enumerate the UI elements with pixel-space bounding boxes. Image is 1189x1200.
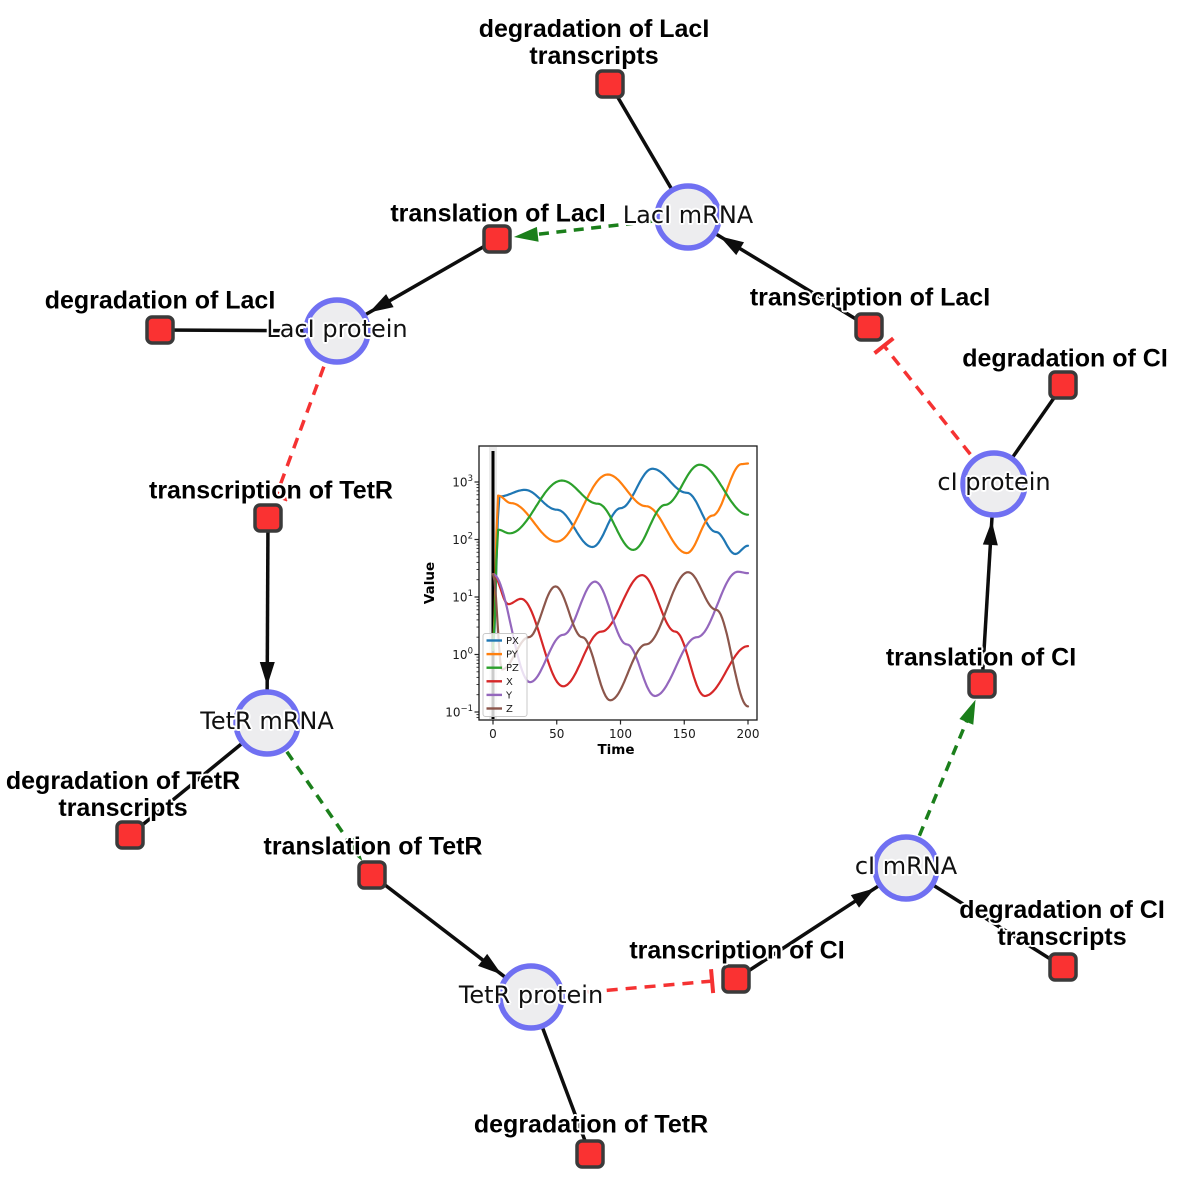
series-Z-line — [491, 571, 750, 708]
edge-laci-protein--transcription-of-tetr-tee-bar — [264, 489, 289, 502]
species-node-tetr-protein — [497, 963, 565, 1031]
edge-transcription-of-tetr--tetr-mrna — [265, 517, 270, 724]
chart-legend: PX PY PZ XYZ — [482, 633, 528, 717]
legend-label-PX: PX — [506, 636, 519, 647]
x-axis-label: Time — [597, 742, 634, 758]
chart-curves — [489, 447, 750, 719]
inset-timeseries-chart: 0 50 100 150 20010−1100101102103PXPYPZXYZTim… — [422, 445, 759, 758]
edge-ci-protein--transcription-of-laci-tee-bar — [873, 336, 895, 355]
legend-label-PY: PY — [506, 650, 519, 661]
y-tick-label: 100 — [452, 647, 473, 663]
y-tick-base: 10 — [452, 591, 467, 605]
reaction-node-degradation-of-laci-transcripts — [595, 69, 625, 99]
series-X-line — [491, 573, 750, 698]
reaction-node-translation-of-ci — [967, 669, 997, 699]
species-node-laci-mrna — [654, 183, 722, 251]
y-tick-base: 10 — [452, 533, 467, 547]
edge-laci-mrna--translation-of-laci-arrowhead — [513, 226, 539, 242]
legend-label-X: X — [506, 677, 513, 688]
reaction-node-degradation-of-tetr-transcripts — [115, 820, 145, 850]
y-tick-exponent: 2 — [468, 532, 473, 542]
y-tick-label: 10−1 — [445, 704, 473, 720]
series-PZ-line — [491, 463, 750, 651]
y-tick-base: 10 — [452, 648, 467, 662]
edge-transcription-of-ci--ci-mrna-arrowhead — [850, 888, 876, 908]
edge-translation-of-ci--ci-protein-arrowhead — [982, 520, 998, 546]
y-tick-exponent: −1 — [460, 704, 473, 714]
series-PY-line — [491, 462, 750, 651]
reaction-node-transcription-of-ci — [721, 964, 751, 994]
x-tick-label: 100 — [609, 727, 632, 741]
reaction-node-translation-of-tetr — [357, 860, 387, 890]
species-node-tetr-mrna — [233, 689, 301, 757]
edge-ci-mrna--translation-of-ci — [904, 708, 974, 869]
y-tick-base: 10 — [452, 476, 467, 490]
edge-tetr-mrna--translation-of-tetr-arrowhead — [342, 837, 363, 862]
edge-translation-of-laci--laci-protein-arrowhead — [369, 294, 394, 313]
reaction-node-degradation-of-laci — [145, 315, 175, 345]
reaction-node-transcription-of-laci — [854, 312, 884, 342]
reaction-node-degradation-of-ci-transcripts — [1048, 952, 1078, 982]
reaction-node-transcription-of-tetr — [253, 503, 283, 533]
reaction-node-translation-of-laci — [482, 224, 512, 254]
legend-label-Z: Z — [506, 704, 513, 715]
edge-transcription-of-laci--laci-mrna-arrowhead — [719, 236, 745, 256]
species-node-laci-protein — [303, 297, 371, 365]
reaction-node-degradation-of-ci — [1048, 370, 1078, 400]
x-tick-label: 50 — [549, 727, 564, 741]
x-tick-label: 150 — [673, 727, 696, 741]
y-tick-exponent: 0 — [468, 647, 473, 657]
series-Y-line — [491, 570, 750, 698]
x-tick-label: 200 — [737, 727, 760, 741]
edge-ci-mrna--translation-of-ci-arrowhead — [959, 699, 976, 725]
edge-transcription-of-ci--ci-mrna — [735, 866, 907, 981]
legend-label-Y: Y — [505, 690, 513, 701]
legend-label-PZ: PZ — [506, 663, 519, 674]
edge-transcription-of-laci--laci-mrna — [687, 215, 870, 329]
nodes-layer — [115, 69, 1078, 1169]
y-axis-label: Value — [422, 562, 438, 604]
y-tick-label: 103 — [452, 474, 473, 490]
edge-tetr-protein--transcription-of-ci-tee-bar — [709, 968, 716, 994]
x-tick-label: 0 — [489, 727, 497, 741]
y-tick-exponent: 3 — [468, 474, 473, 484]
y-tick-label: 101 — [452, 589, 473, 605]
edge-endings-layer — [259, 226, 998, 994]
y-tick-base: 10 — [445, 706, 460, 720]
y-tick-exponent: 1 — [468, 589, 473, 599]
edge-translation-of-tetr--tetr-protein-arrowhead — [478, 953, 502, 975]
legend-box — [482, 633, 528, 717]
chart-frame — [478, 445, 758, 721]
species-node-ci-protein — [960, 450, 1028, 518]
reaction-node-degradation-of-tetr — [575, 1139, 605, 1169]
species-node-ci-mrna — [872, 834, 940, 902]
y-tick-label: 102 — [452, 532, 473, 548]
edge-transcription-of-tetr--tetr-mrna-arrowhead — [259, 661, 275, 687]
